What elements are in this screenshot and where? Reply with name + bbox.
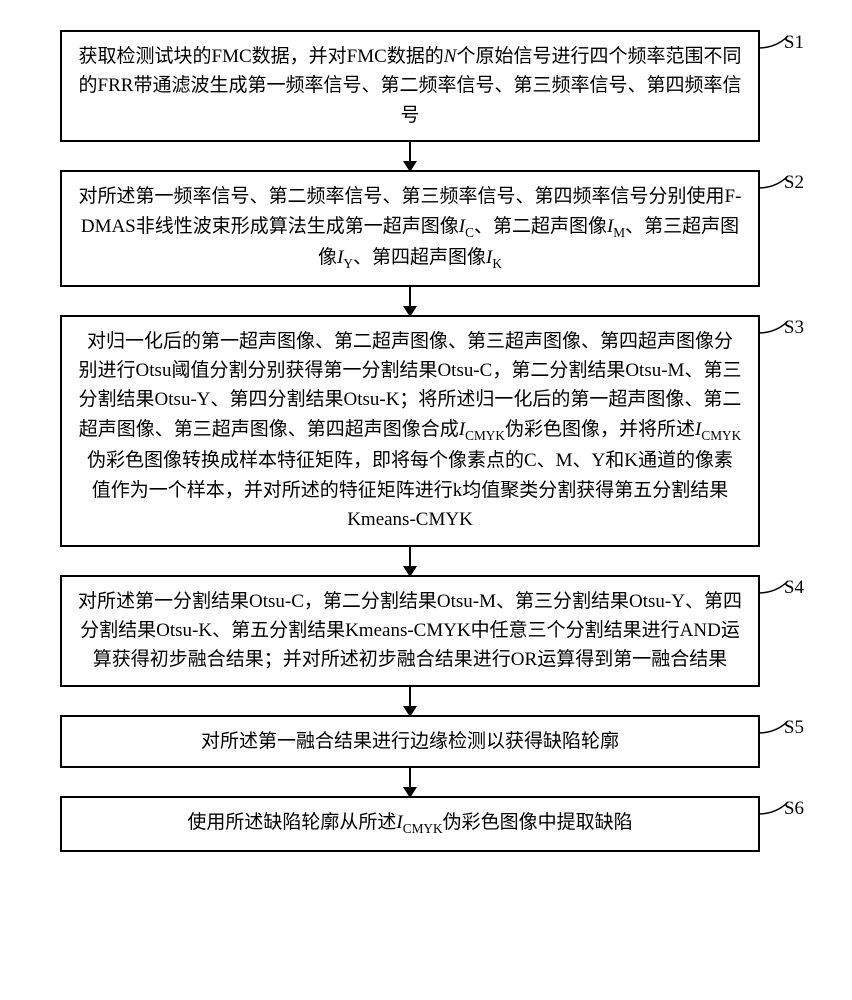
step-label: S5 bbox=[784, 713, 804, 742]
flow-step-s4: S4 对所述第一分割结果Otsu-C，第二分割结果Otsu-M、第三分割结果Ot… bbox=[60, 575, 760, 687]
flow-arrow bbox=[409, 287, 411, 315]
s6-post: 伪彩色图像中提取缺陷 bbox=[443, 812, 633, 833]
s2-line2-pre: DMAS非线性波束形成算法生成第一超声图像 bbox=[81, 216, 459, 237]
s2-ik-sub: K bbox=[492, 256, 502, 271]
s3-p3: 伪彩色图像转换成样本特征矩阵，即将每个像素点的C、M、Y和K通道的像素值作为一个… bbox=[87, 450, 733, 530]
s3-i1-sub: CMYK bbox=[465, 428, 505, 443]
s1-text-pre: 获取检测试块的FMC数据，并对FMC数据的 bbox=[79, 46, 444, 67]
s2-im-sub: M bbox=[613, 225, 625, 240]
step-label: S2 bbox=[784, 168, 804, 197]
flow-step-s1: S1 获取检测试块的FMC数据，并对FMC数据的N个原始信号进行四个频率范围不同… bbox=[60, 30, 760, 142]
flow-arrow bbox=[409, 547, 411, 575]
flow-arrow bbox=[409, 687, 411, 715]
s5-text: 对所述第一融合结果进行边缘检测以获得缺陷轮廓 bbox=[201, 731, 619, 752]
s2-iy-sub: Y bbox=[343, 256, 353, 271]
flow-step-s3: S3 对归一化后的第一超声图像、第二超声图像、第三超声图像、第四超声图像分别进行… bbox=[60, 315, 760, 547]
flow-step-s2: S2 对所述第一频率信号、第二频率信号、第三频率信号、第四频率信号分别使用F- … bbox=[60, 170, 760, 286]
s6-i-sub: CMYK bbox=[403, 821, 443, 836]
s3-i2-sub: CMYK bbox=[701, 428, 741, 443]
s3-p2: 伪彩色图像，并将所述 bbox=[505, 419, 695, 440]
s2-line1: 对所述第一频率信号、第二频率信号、第三频率信号、第四频率信号分别使用F- bbox=[79, 186, 742, 207]
s4-text: 对所述第一分割结果Otsu-C，第二分割结果Otsu-M、第三分割结果Otsu-… bbox=[78, 591, 742, 671]
s2-ic-sub: C bbox=[465, 225, 474, 240]
s6-pre: 使用所述缺陷轮廓从所述 bbox=[187, 812, 396, 833]
s1-n-var: N bbox=[444, 46, 457, 67]
step-label: S6 bbox=[784, 794, 804, 823]
step-label: S3 bbox=[784, 313, 804, 342]
flow-arrow bbox=[409, 768, 411, 796]
s2-mid1: 、第二超声图像 bbox=[474, 216, 607, 237]
flowchart-container: S1 获取检测试块的FMC数据，并对FMC数据的N个原始信号进行四个频率范围不同… bbox=[60, 30, 760, 852]
step-label: S1 bbox=[784, 28, 804, 57]
flow-step-s6: S6 使用所述缺陷轮廓从所述ICMYK伪彩色图像中提取缺陷 bbox=[60, 796, 760, 851]
flow-step-s5: S5 对所述第一融合结果进行边缘检测以获得缺陷轮廓 bbox=[60, 715, 760, 768]
step-label: S4 bbox=[784, 573, 804, 602]
flow-arrow bbox=[409, 142, 411, 170]
s2-mid3: 、第四超声图像 bbox=[353, 247, 486, 268]
